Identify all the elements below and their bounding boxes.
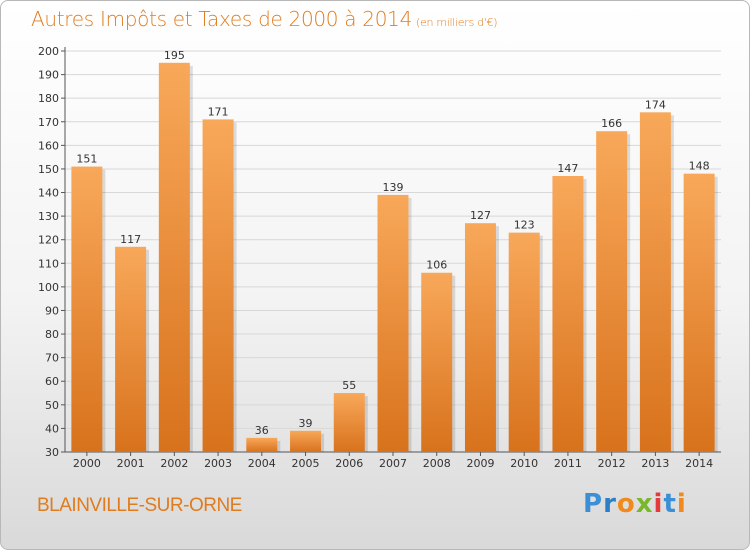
- bar: [464, 223, 496, 452]
- x-tick-label: 2002: [160, 457, 188, 470]
- y-tick-label: 190: [38, 69, 59, 82]
- y-tick-label: 50: [45, 399, 59, 412]
- bar: [508, 232, 540, 452]
- bar: [639, 112, 671, 453]
- y-tick-label: 170: [38, 116, 59, 129]
- x-tick-label: 2012: [598, 457, 626, 470]
- bar: [71, 166, 103, 453]
- bar-value-label: 147: [557, 162, 578, 175]
- y-tick-label: 100: [38, 281, 59, 294]
- y-tick-label: 200: [38, 45, 59, 58]
- y-tick-label: 70: [45, 352, 59, 365]
- x-tick-label: 2005: [292, 457, 320, 470]
- bar-value-label: 55: [342, 379, 356, 392]
- bar-value-label: 117: [120, 233, 141, 246]
- bar: [421, 272, 453, 452]
- x-tick-label: 2013: [641, 457, 669, 470]
- bar: [202, 119, 234, 452]
- bar-value-label: 123: [514, 219, 535, 232]
- bar: [596, 131, 628, 452]
- bar: [158, 62, 190, 452]
- y-tick-label: 130: [38, 210, 59, 223]
- logo-letter: P: [583, 489, 604, 519]
- bar-value-label: 195: [164, 49, 185, 62]
- x-tick-label: 2014: [685, 457, 713, 470]
- x-tick-label: 2000: [73, 457, 101, 470]
- logo-letter: i: [653, 489, 664, 519]
- chart-title-text: Autres Impôts et Taxes de 2000 à 2014: [31, 7, 412, 31]
- bar: [377, 194, 409, 452]
- bar-value-label: 39: [299, 417, 313, 430]
- commune-name: BLAINVILLE-SUR-ORNE: [37, 495, 242, 516]
- y-tick-label: 180: [38, 92, 59, 105]
- logo-letter: t: [663, 489, 677, 519]
- y-tick-label: 120: [38, 234, 59, 247]
- y-tick-label: 150: [38, 163, 59, 176]
- bar-value-label: 174: [645, 98, 666, 111]
- logo-letter: o: [616, 489, 636, 519]
- bar-value-label: 166: [601, 117, 622, 130]
- x-tick-label: 2008: [423, 457, 451, 470]
- bar-value-label: 36: [255, 424, 269, 437]
- chart-title: Autres Impôts et Taxes de 2000 à 2014 (en…: [31, 7, 497, 31]
- x-tick-label: 2003: [204, 457, 232, 470]
- y-tick-label: 110: [38, 257, 59, 270]
- bar-value-label: 171: [208, 105, 229, 118]
- y-tick-label: 40: [45, 422, 59, 435]
- logo-letter: i: [676, 489, 687, 519]
- y-tick-label: 160: [38, 139, 59, 152]
- logo-letter: r: [603, 489, 617, 519]
- bar: [552, 176, 584, 453]
- x-tick-label: 2007: [379, 457, 407, 470]
- bar: [115, 246, 147, 452]
- bar-value-label: 151: [76, 153, 97, 166]
- bar-value-label: 106: [426, 259, 447, 272]
- y-tick-label: 80: [45, 328, 59, 341]
- proxiti-logo[interactable]: Proxiti: [583, 489, 687, 519]
- bar-value-label: 148: [689, 160, 710, 173]
- y-tick-label: 30: [45, 446, 59, 459]
- x-tick-label: 2009: [466, 457, 494, 470]
- bar-value-label: 139: [383, 181, 404, 194]
- logo-letter: x: [635, 489, 654, 519]
- x-tick-label: 2001: [117, 457, 145, 470]
- bar: [290, 430, 322, 452]
- y-tick-label: 90: [45, 304, 59, 317]
- bar-value-label: 127: [470, 209, 491, 222]
- x-tick-label: 2010: [510, 457, 538, 470]
- bar: [333, 393, 365, 452]
- bar: [246, 437, 278, 452]
- y-tick-label: 140: [38, 187, 59, 200]
- bar: [683, 173, 715, 453]
- y-tick-label: 60: [45, 375, 59, 388]
- x-tick-label: 2006: [335, 457, 363, 470]
- chart-unit: (en milliers d'€): [416, 16, 498, 29]
- x-tick-label: 2011: [554, 457, 582, 470]
- x-tick-label: 2004: [248, 457, 276, 470]
